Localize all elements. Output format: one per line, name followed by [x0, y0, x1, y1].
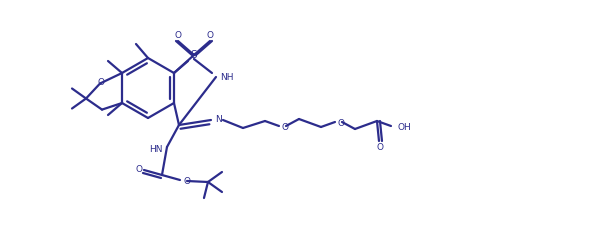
- Text: HN: HN: [150, 144, 163, 154]
- Text: O: O: [184, 176, 191, 186]
- Text: S: S: [191, 50, 197, 60]
- Text: O: O: [282, 122, 289, 132]
- Text: O: O: [135, 166, 142, 174]
- Text: N: N: [215, 116, 222, 124]
- Text: NH: NH: [220, 72, 234, 82]
- Text: O: O: [338, 118, 345, 128]
- Text: O: O: [207, 32, 213, 40]
- Text: OH: OH: [398, 122, 412, 132]
- Text: O: O: [376, 144, 384, 152]
- Text: O: O: [175, 32, 181, 40]
- Text: O: O: [97, 78, 105, 87]
